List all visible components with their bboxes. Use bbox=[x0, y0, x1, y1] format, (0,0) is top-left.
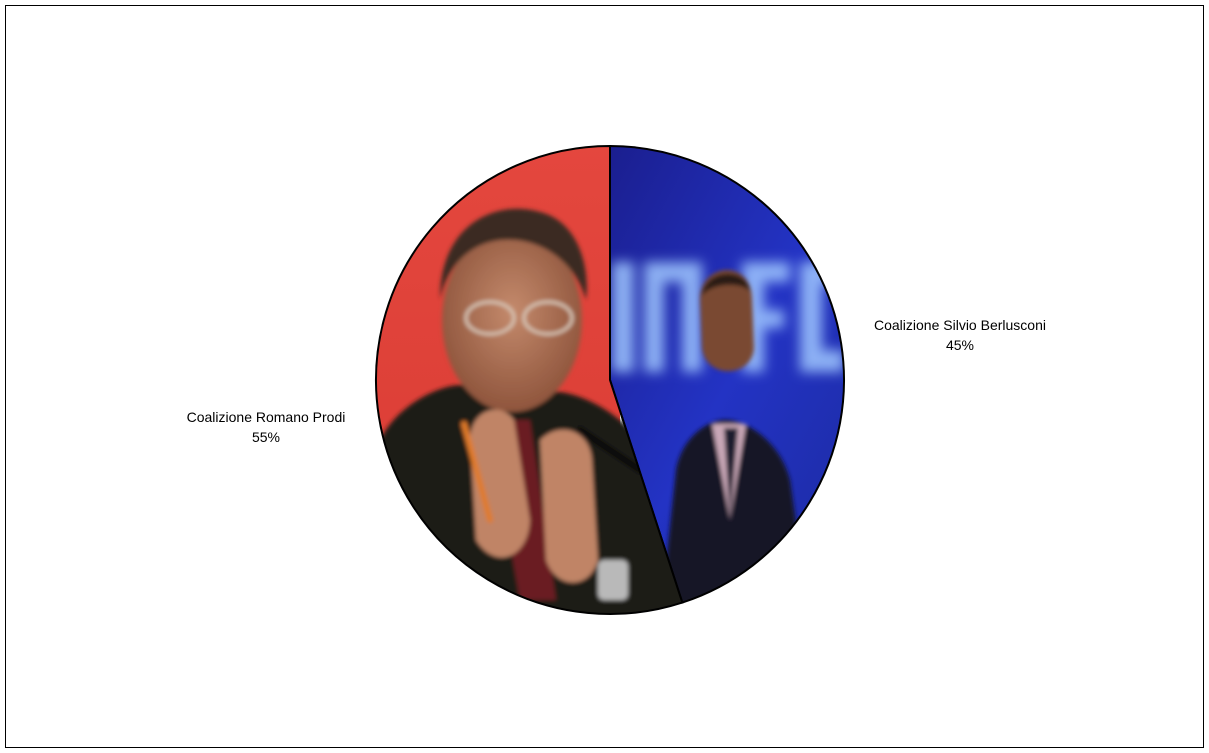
slice-name-berlusconi: Coalizione Silvio Berlusconi bbox=[874, 317, 1046, 333]
pie-slices bbox=[375, 144, 845, 615]
slice-value-berlusconi: 45% bbox=[945, 337, 975, 353]
slice-value-prodi: 55% bbox=[251, 429, 281, 445]
pie-slice-prodi bbox=[375, 144, 684, 615]
slice-label-prodi: Coalizione Romano Prodi 55% bbox=[156, 407, 376, 447]
slice-label-berlusconi: Coalizione Silvio Berlusconi 45% bbox=[840, 315, 1080, 355]
slice-name-prodi: Coalizione Romano Prodi bbox=[186, 409, 346, 425]
pie-slice-berlusconi bbox=[609, 144, 845, 604]
